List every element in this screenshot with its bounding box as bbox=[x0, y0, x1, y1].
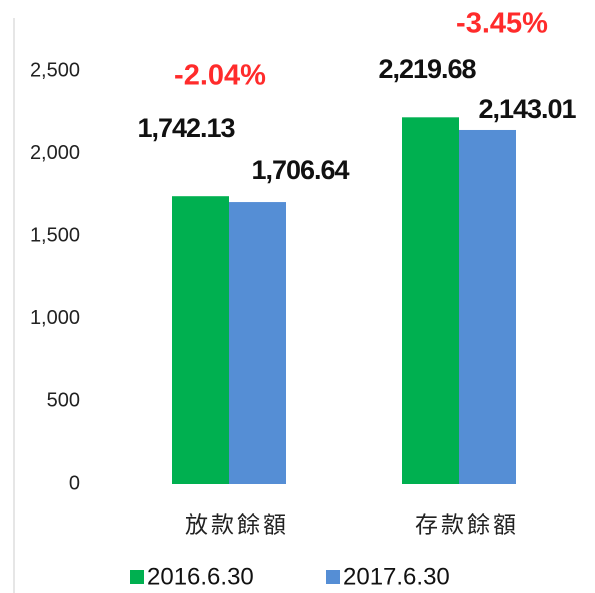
y-tick-label: 0 bbox=[69, 472, 80, 494]
bar bbox=[229, 202, 286, 485]
annotation: -3.45% bbox=[456, 8, 548, 40]
bar bbox=[402, 117, 459, 484]
value-label: 2,143.01 bbox=[478, 94, 576, 124]
annotation: -2.04% bbox=[174, 60, 266, 92]
value-label: 1,742.13 bbox=[137, 113, 235, 143]
y-tick-label: 2,000 bbox=[30, 142, 80, 164]
bar bbox=[172, 196, 229, 484]
legend-swatch bbox=[326, 570, 340, 584]
x-tick-label: 放款餘額 bbox=[185, 513, 289, 539]
legend-label: 2017.6.30 bbox=[343, 563, 450, 590]
x-tick-label: 存款餘額 bbox=[415, 513, 519, 539]
value-label: 1,706.64 bbox=[251, 155, 349, 185]
y-tick-label: 500 bbox=[47, 390, 80, 412]
y-tick-label: 1,000 bbox=[30, 307, 80, 329]
bar bbox=[459, 129, 516, 485]
y-tick-label: 1,500 bbox=[30, 224, 80, 246]
value-label: 2,219.68 bbox=[378, 54, 476, 84]
legend-label: 2016.6.30 bbox=[147, 563, 254, 590]
y-tick-label: 2,500 bbox=[30, 59, 80, 81]
legend-swatch bbox=[130, 570, 144, 584]
